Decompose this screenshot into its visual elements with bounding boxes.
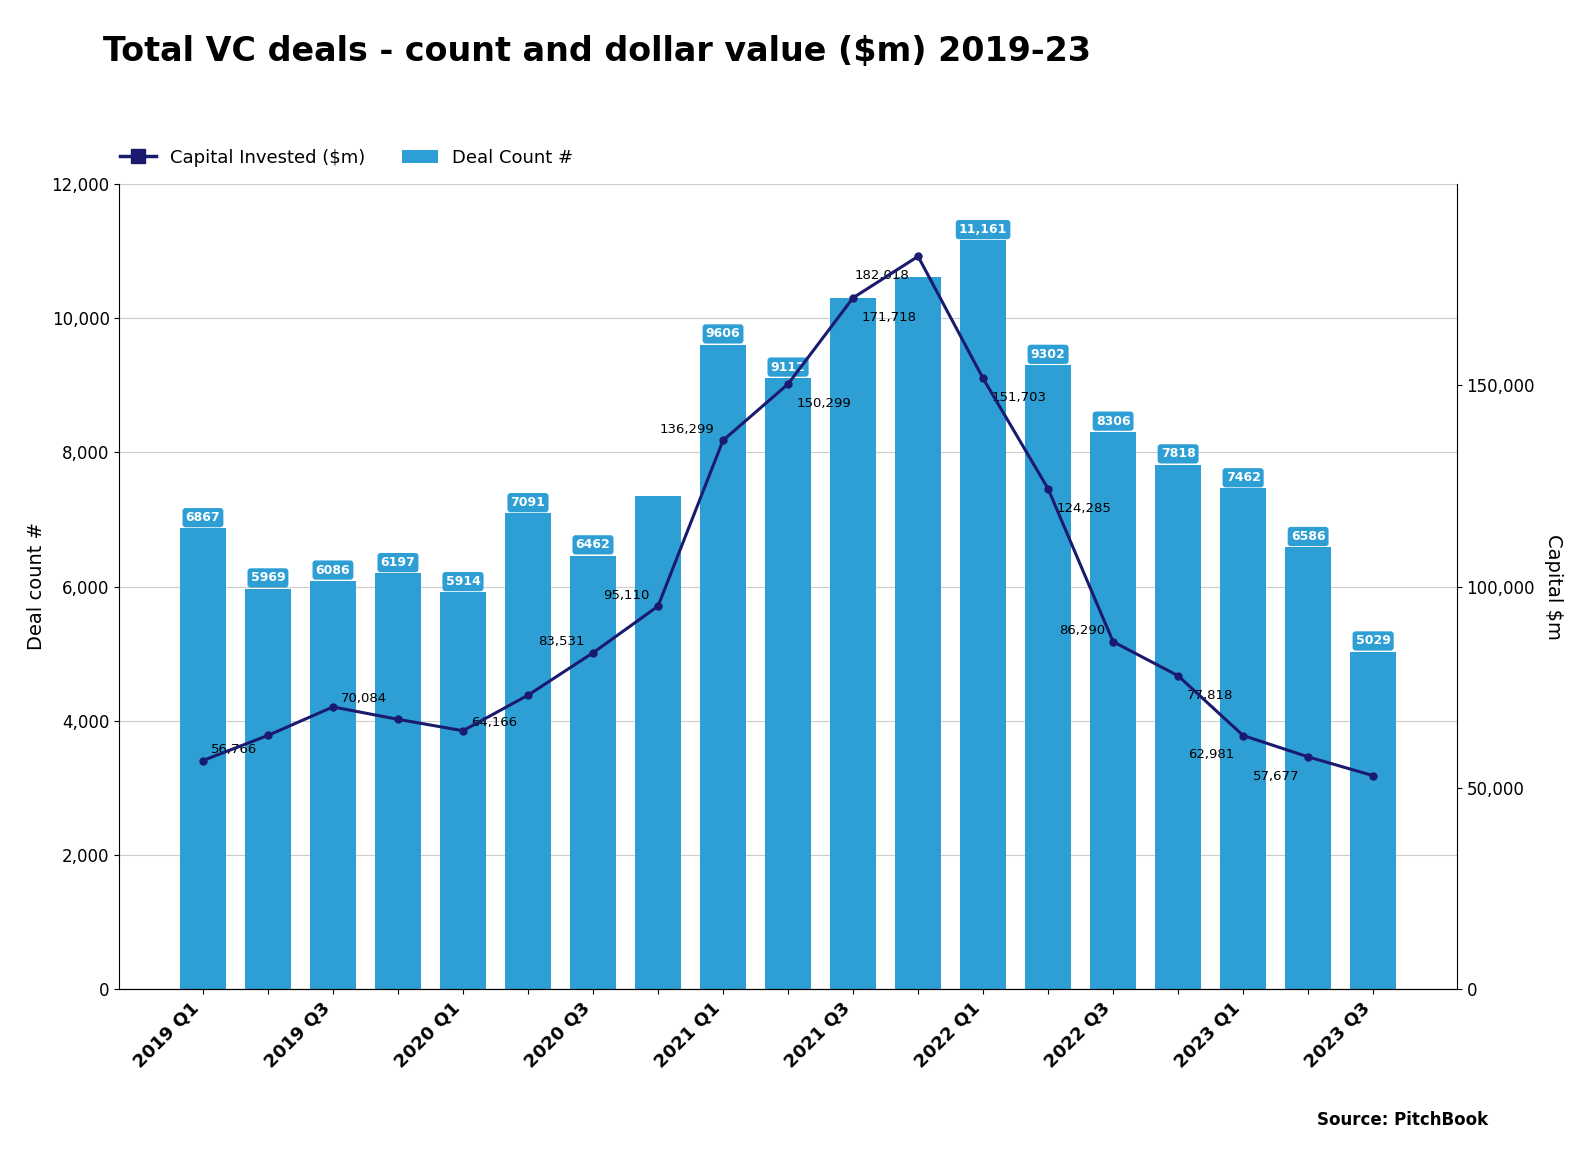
Text: 56,766: 56,766	[212, 743, 258, 756]
Text: 182,018: 182,018	[855, 269, 909, 282]
Text: 70,084: 70,084	[341, 692, 387, 705]
Bar	[700, 345, 745, 989]
Text: 171,718: 171,718	[861, 310, 917, 324]
Text: 64,166: 64,166	[471, 716, 517, 729]
Text: 57,677: 57,677	[1253, 769, 1299, 783]
Text: 6086: 6086	[315, 564, 350, 576]
Legend: Capital Invested ($m), Deal Count #: Capital Invested ($m), Deal Count #	[113, 141, 581, 174]
Text: 8306: 8306	[1095, 415, 1130, 428]
Text: 9302: 9302	[1030, 347, 1065, 361]
Text: 150,299: 150,299	[796, 397, 852, 411]
Y-axis label: Deal count #: Deal count #	[27, 522, 46, 651]
Text: 7462: 7462	[1226, 472, 1261, 484]
Text: 6462: 6462	[576, 538, 610, 551]
Bar	[635, 496, 681, 989]
Bar	[831, 298, 876, 989]
Bar	[180, 528, 226, 989]
Text: 5029: 5029	[1356, 635, 1390, 647]
Text: Total VC deals - count and dollar value ($m) 2019-23: Total VC deals - count and dollar value …	[103, 34, 1092, 68]
Text: 6586: 6586	[1291, 530, 1326, 543]
Text: Source: PitchBook: Source: PitchBook	[1318, 1111, 1489, 1128]
Bar	[376, 574, 420, 989]
Text: 5969: 5969	[250, 572, 285, 584]
Text: 136,299: 136,299	[661, 423, 715, 436]
Text: 7818: 7818	[1161, 447, 1196, 460]
Bar	[895, 277, 941, 989]
Bar	[1285, 547, 1331, 989]
Text: 6197: 6197	[380, 557, 416, 569]
Text: 7091: 7091	[511, 496, 546, 509]
Text: 77,818: 77,818	[1186, 689, 1232, 702]
Text: 9112: 9112	[771, 361, 806, 374]
Text: 124,285: 124,285	[1057, 501, 1111, 515]
Text: 5914: 5914	[446, 575, 481, 588]
Text: 6867: 6867	[186, 511, 220, 524]
Bar	[1091, 431, 1135, 989]
Text: 62,981: 62,981	[1189, 749, 1235, 761]
Bar	[1025, 365, 1071, 989]
Bar	[1350, 652, 1396, 989]
Bar	[505, 513, 551, 989]
Bar	[310, 581, 355, 989]
Text: 151,703: 151,703	[992, 391, 1046, 405]
Text: 83,531: 83,531	[538, 635, 584, 649]
Bar	[1156, 465, 1200, 989]
Text: 86,290: 86,290	[1059, 624, 1105, 637]
Bar	[960, 240, 1006, 989]
Bar	[570, 555, 616, 989]
Bar	[245, 589, 291, 989]
Text: 11,161: 11,161	[958, 223, 1008, 236]
Text: 9606: 9606	[705, 328, 740, 340]
Bar	[1221, 489, 1266, 989]
Bar	[766, 377, 810, 989]
Y-axis label: Capital $m: Capital $m	[1544, 534, 1563, 639]
Bar	[441, 592, 486, 989]
Text: 95,110: 95,110	[603, 589, 650, 601]
